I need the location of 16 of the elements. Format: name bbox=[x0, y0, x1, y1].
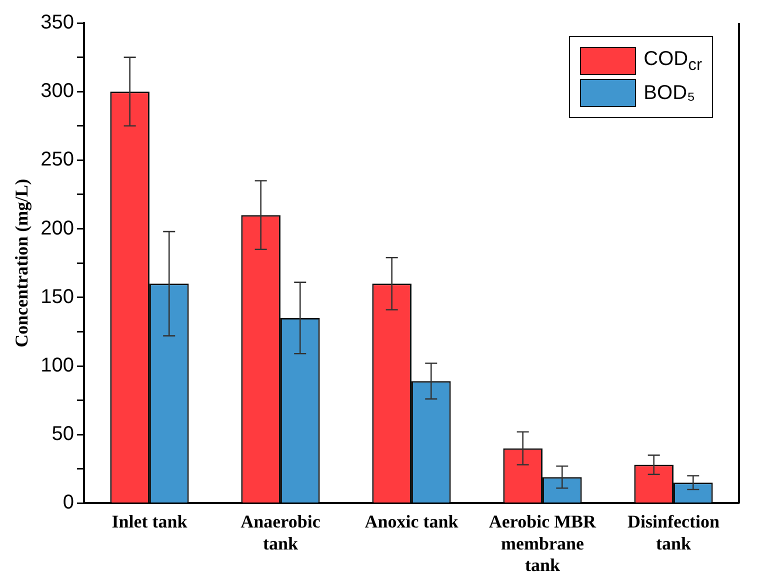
y-tick-label: 350 bbox=[40, 12, 74, 34]
y-tick-label: 50 bbox=[52, 423, 74, 446]
y-tick-label: 250 bbox=[40, 148, 74, 171]
x-tick-label: Aerobic MBR membrane tank bbox=[488, 512, 598, 575]
y-tick-label: 100 bbox=[40, 354, 74, 377]
legend-label: COD$_{cr}$ bbox=[644, 48, 702, 74]
x-tick-label: Anoxic tank bbox=[364, 512, 458, 532]
x-tick-label: Anaerobic tank bbox=[240, 512, 320, 554]
y-tick-label: 0 bbox=[62, 492, 74, 514]
y-tick-label: 200 bbox=[40, 217, 74, 240]
x-tick-label: Inlet tank bbox=[112, 512, 188, 532]
y-axis-title: Concentration (mg/L) bbox=[11, 178, 32, 348]
x-tick-label: Disinfection tank bbox=[627, 512, 720, 554]
legend-label: BOD₅ bbox=[644, 82, 696, 104]
y-tick-label: 150 bbox=[40, 286, 74, 308]
y-tick-label: 300 bbox=[40, 80, 74, 102]
